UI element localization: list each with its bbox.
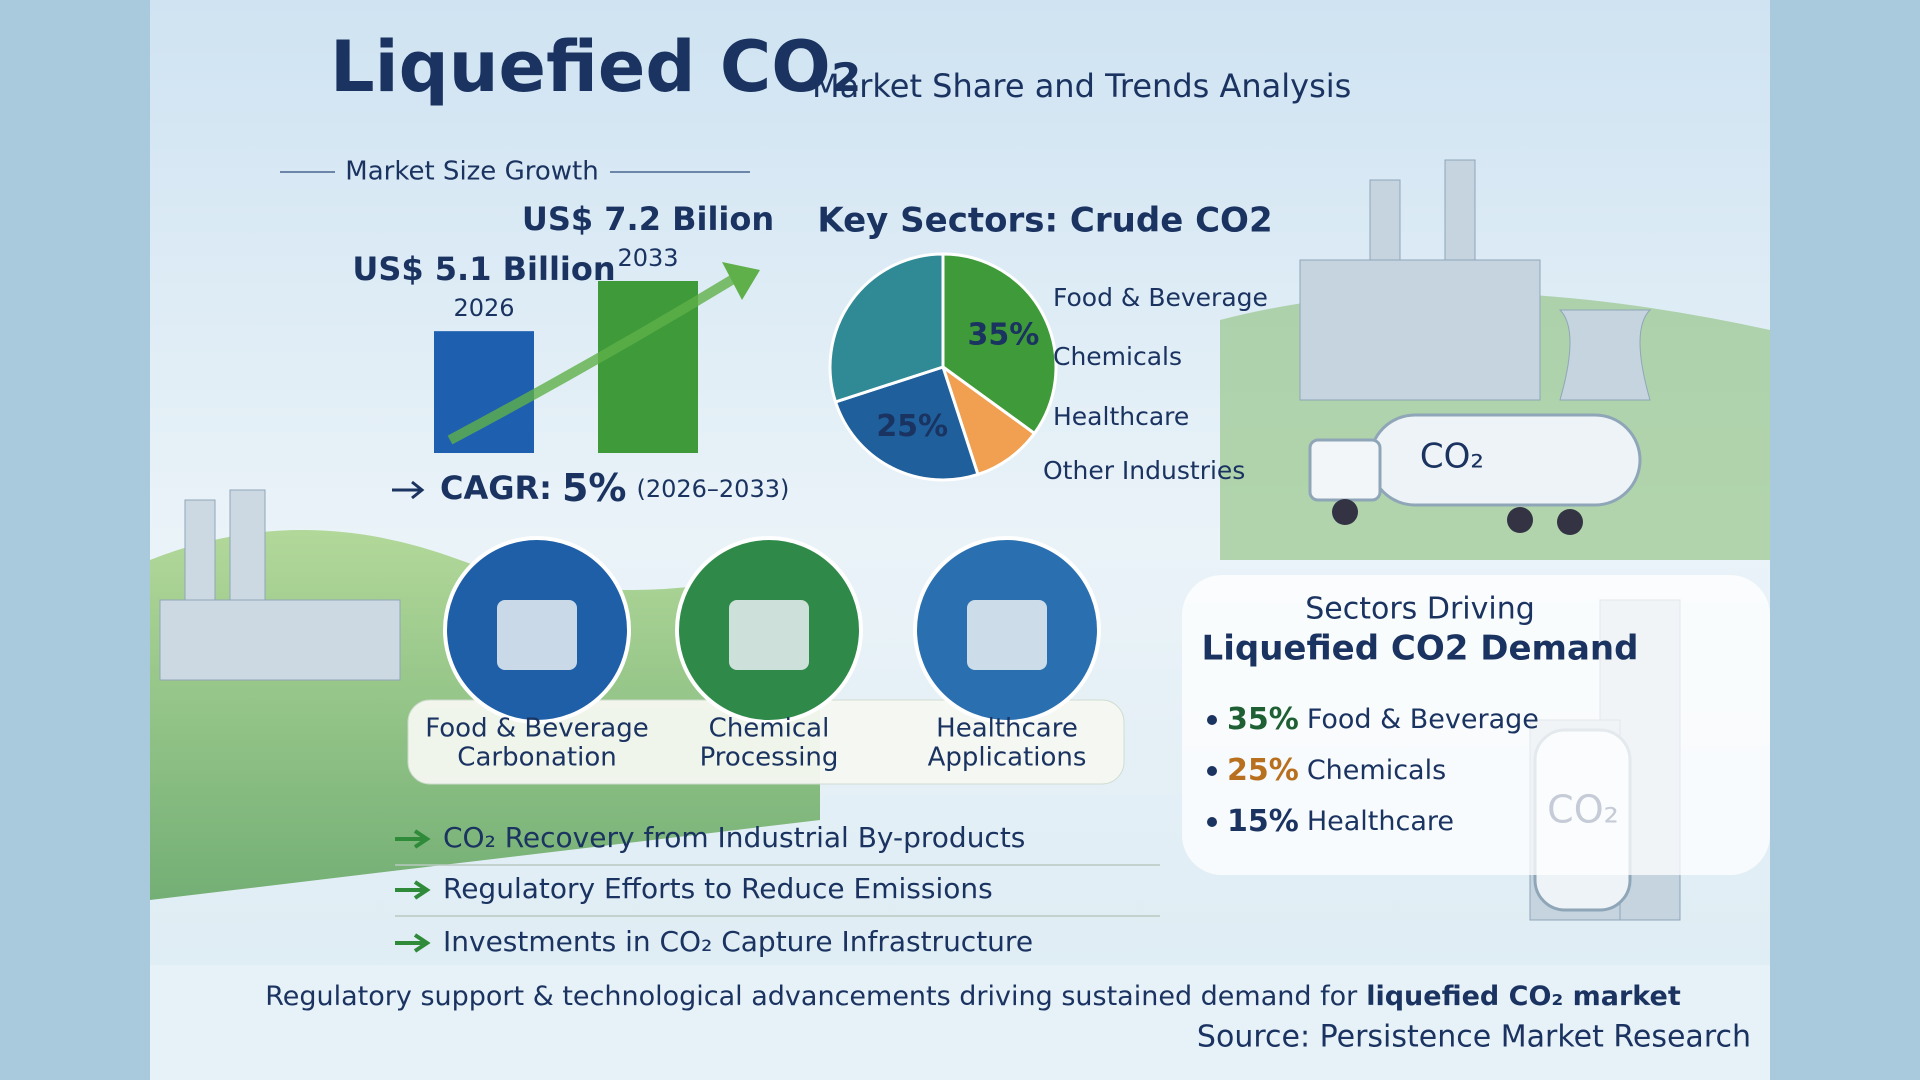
subtitle: Market Share and Trends Analysis (812, 67, 1351, 105)
legend-label: Other Industries (1043, 456, 1245, 485)
icon-glass (967, 600, 1047, 670)
driver-arrow (395, 933, 431, 953)
panel-item: 25% Chemicals (1227, 753, 1446, 788)
pie-value-label: 35% (968, 318, 1040, 353)
pie-value-label: 25% (876, 409, 948, 444)
panel-item: 15% Healthcare (1227, 804, 1454, 839)
application-label: Carbonation (457, 743, 616, 773)
driver-arrow (395, 880, 431, 900)
demand-panel (1182, 575, 1770, 875)
driver-arrow (395, 829, 431, 849)
application-label: Chemical (709, 714, 830, 744)
truck (1308, 413, 1642, 535)
panel-title: Sectors Driving (1305, 592, 1535, 627)
application-label: Healthcare (936, 714, 1078, 744)
pie-slice (828, 252, 945, 404)
footer-main: Regulatory support & technological advan… (265, 981, 1358, 1012)
panel-name: Healthcare (1307, 806, 1454, 837)
bullet (1207, 766, 1217, 776)
cagr-value: 5% (562, 466, 627, 510)
application-label: Processing (700, 743, 839, 773)
footer-band (150, 965, 1770, 1080)
title: Liquefied CO₂ (330, 26, 861, 108)
bar (434, 331, 534, 453)
application-label: Applications (928, 743, 1087, 773)
panel-share: 25% (1227, 753, 1299, 788)
bar-category-label: 2033 (617, 244, 678, 272)
application-label: Food & Beverage (425, 714, 649, 744)
bullet (1207, 817, 1217, 827)
pie-slice (833, 365, 980, 482)
legend-label: Food & Beverage (1053, 283, 1268, 312)
panel-item: 35% Food & Beverage (1227, 702, 1539, 737)
chart-title: Market Size Growth (345, 157, 598, 187)
bullet (1207, 715, 1217, 725)
panel-share: 15% (1227, 804, 1299, 839)
cagr-period: (2026–2033) (636, 475, 789, 503)
footer-text: Regulatory support & technological advan… (265, 981, 1681, 1012)
legend-label: Healthcare (1053, 402, 1189, 431)
chart-title: Key Sectors: Crude CO2 (817, 201, 1272, 241)
source: Source: Persistence Market Research (1197, 1020, 1751, 1055)
panel-name: Food & Beverage (1307, 704, 1539, 735)
panel-name: Chemicals (1307, 755, 1446, 786)
cagr-arrow (392, 480, 425, 500)
driver: Investments in CO₂ Capture Infrastructur… (443, 925, 1033, 958)
factory-left (159, 489, 401, 681)
bar-value-label: US$ 7.2 Bilion (522, 200, 774, 238)
bar-category-label: 2026 (453, 294, 514, 322)
bar-value-label: US$ 5.1 Billion (352, 250, 615, 288)
cagr: CAGR: 5% (2026–2033) (440, 466, 789, 510)
footer-bold: liquefied CO₂ market (1366, 981, 1681, 1012)
arrow-head (722, 262, 760, 300)
panel-title: Liquefied CO2 Demand (1202, 629, 1639, 669)
cagr-label: CAGR: (440, 469, 552, 507)
legend-label: Chemicals (1053, 342, 1182, 371)
truck-label: CO₂ (1420, 437, 1484, 477)
panel-share: 35% (1227, 702, 1299, 737)
driver: CO₂ Recovery from Industrial By-products (443, 821, 1025, 854)
trend-arrow (447, 270, 743, 445)
icon-glass (729, 600, 809, 670)
icon-glass (497, 600, 577, 670)
pie-slice (941, 252, 1058, 436)
driver: Regulatory Efforts to Reduce Emissions (443, 872, 993, 905)
